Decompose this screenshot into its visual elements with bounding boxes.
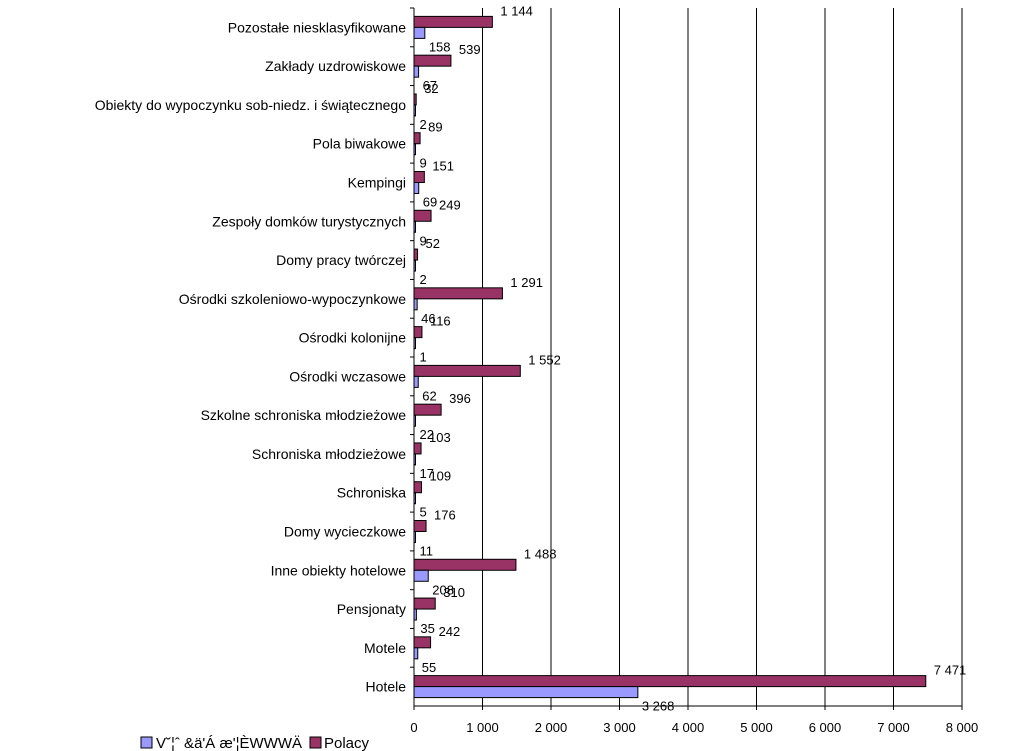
gridlines	[482, 8, 963, 706]
bar-polacy	[413, 675, 927, 688]
bar-polacy	[413, 520, 427, 532]
data-label-foreign: 208	[432, 582, 454, 597]
x-tick-label: 4 000	[672, 720, 705, 735]
category-label: Zespoły domków turystycznych	[212, 213, 406, 229]
bar-foreign	[413, 182, 420, 194]
category-label: Zakłady uzdrowiskowe	[265, 58, 406, 74]
data-label-polacy: 116	[430, 314, 451, 329]
bar-polacy	[413, 248, 419, 261]
category-label: Pola biwakowe	[313, 136, 407, 152]
x-tick-label: 6 000	[809, 720, 842, 735]
legend-swatch-polacy	[309, 736, 322, 749]
legend-label-foreign: V˘¦ˆ &ä'Á æ'¦ÈWWWÄ	[156, 735, 302, 751]
bar-polacy	[413, 171, 425, 183]
bar-foreign	[413, 26, 426, 39]
legend-swatch-foreign	[140, 736, 153, 749]
data-label-polacy: 7 471	[934, 663, 967, 678]
category-label: Ośrodki wczasowe	[289, 368, 406, 384]
category-label: Szkolne schroniska młodzieżowe	[201, 407, 407, 423]
data-label-foreign: 158	[429, 39, 451, 54]
category-label: Obiekty do wypoczynku sob-niedz. i świąt…	[95, 97, 406, 113]
category-label: Hotele	[366, 679, 407, 695]
category-label: Schroniska młodzieżowe	[252, 446, 406, 462]
data-label-polacy: 249	[439, 197, 461, 212]
x-tick-label: 7 000	[877, 720, 910, 735]
data-label-foreign: 69	[423, 195, 437, 210]
x-tick-label: 0	[410, 720, 417, 735]
bar-foreign	[413, 686, 639, 699]
data-label-polacy: 310	[443, 585, 465, 600]
data-label-foreign: 35	[420, 621, 434, 636]
data-label-foreign: 9	[420, 233, 427, 248]
bar-polacy	[413, 209, 432, 222]
data-label-foreign: 5	[420, 505, 427, 520]
data-label-foreign: 2	[420, 117, 427, 132]
labels: 0 1 000 2 000 3 000 4 000 5 000 6 000 7 000 8 00…	[95, 3, 979, 735]
data-label-polacy: 1 488	[524, 546, 557, 561]
bar-foreign	[413, 647, 419, 660]
data-label-polacy: 109	[429, 469, 451, 484]
data-label-polacy: 396	[449, 391, 471, 406]
data-label-foreign: 62	[422, 388, 436, 403]
data-label-polacy: 1 291	[510, 275, 543, 290]
x-tick-label: 2 000	[535, 720, 568, 735]
data-label-foreign: 17	[420, 466, 434, 481]
bars	[413, 15, 927, 699]
bar-foreign	[413, 569, 429, 582]
bar-foreign	[413, 65, 420, 78]
data-label-polacy: 89	[428, 120, 442, 135]
bar-polacy	[413, 15, 493, 28]
category-label: Pozostałe niesklasyfikowane	[228, 19, 406, 35]
data-label-foreign: 46	[421, 311, 435, 326]
data-label-foreign: 55	[422, 660, 436, 675]
category-label: Ośrodki kolonijne	[299, 330, 407, 346]
bar-polacy	[413, 597, 436, 610]
axes	[410, 7, 963, 710]
data-label-polacy: 242	[439, 624, 461, 639]
data-label-foreign: 67	[423, 78, 437, 93]
data-label-polacy: 539	[459, 42, 481, 57]
data-label-foreign: 1	[420, 350, 427, 365]
data-label-polacy: 1 144	[500, 3, 533, 18]
data-label-foreign: 22	[420, 427, 434, 442]
category-label: Pensjonaty	[337, 601, 406, 617]
x-tick-label: 8 000	[946, 720, 979, 735]
category-label: Domy pracy twórczej	[276, 252, 406, 268]
bar-polacy	[413, 326, 423, 339]
category-label: Inne obiekty hotelowe	[271, 562, 407, 578]
bar-polacy	[413, 287, 503, 300]
data-label-foreign: 9	[420, 156, 427, 171]
category-label: Motele	[364, 640, 406, 656]
data-label-foreign: 3 268	[642, 699, 675, 714]
category-label: Kempingi	[348, 175, 406, 191]
category-label: Schroniska	[337, 485, 406, 501]
legend-label-polacy: Polacy	[324, 735, 370, 751]
data-label-foreign: 11	[420, 544, 434, 559]
x-tick-label: 3 000	[603, 720, 636, 735]
bar-polacy	[413, 481, 422, 494]
x-tick-label: 5 000	[740, 720, 773, 735]
bar-polacy	[413, 403, 442, 416]
bar-polacy	[413, 442, 422, 455]
data-label-polacy: 1 552	[528, 352, 561, 367]
bar-foreign	[413, 375, 419, 388]
bar-polacy	[413, 636, 432, 649]
data-label-polacy: 103	[429, 430, 451, 445]
bar-polacy	[413, 364, 521, 377]
category-label: Domy wycieczkowe	[284, 524, 406, 540]
bar-polacy	[413, 54, 452, 67]
legend: V˘¦ˆ &ä'Á æ'¦ÈWWWÄ Polacy	[140, 735, 370, 751]
x-tick-label: 1 000	[466, 720, 499, 735]
data-label-polacy: 32	[424, 81, 438, 96]
bar-polacy	[413, 558, 517, 571]
data-label-polacy: 151	[432, 159, 454, 174]
data-label-polacy: 176	[434, 508, 456, 523]
bar-polacy	[413, 132, 421, 145]
data-label-foreign: 2	[420, 272, 427, 287]
data-label-polacy: 52	[426, 236, 440, 251]
category-label: Ośrodki szkoleniowo-wypoczynkowe	[179, 291, 406, 307]
